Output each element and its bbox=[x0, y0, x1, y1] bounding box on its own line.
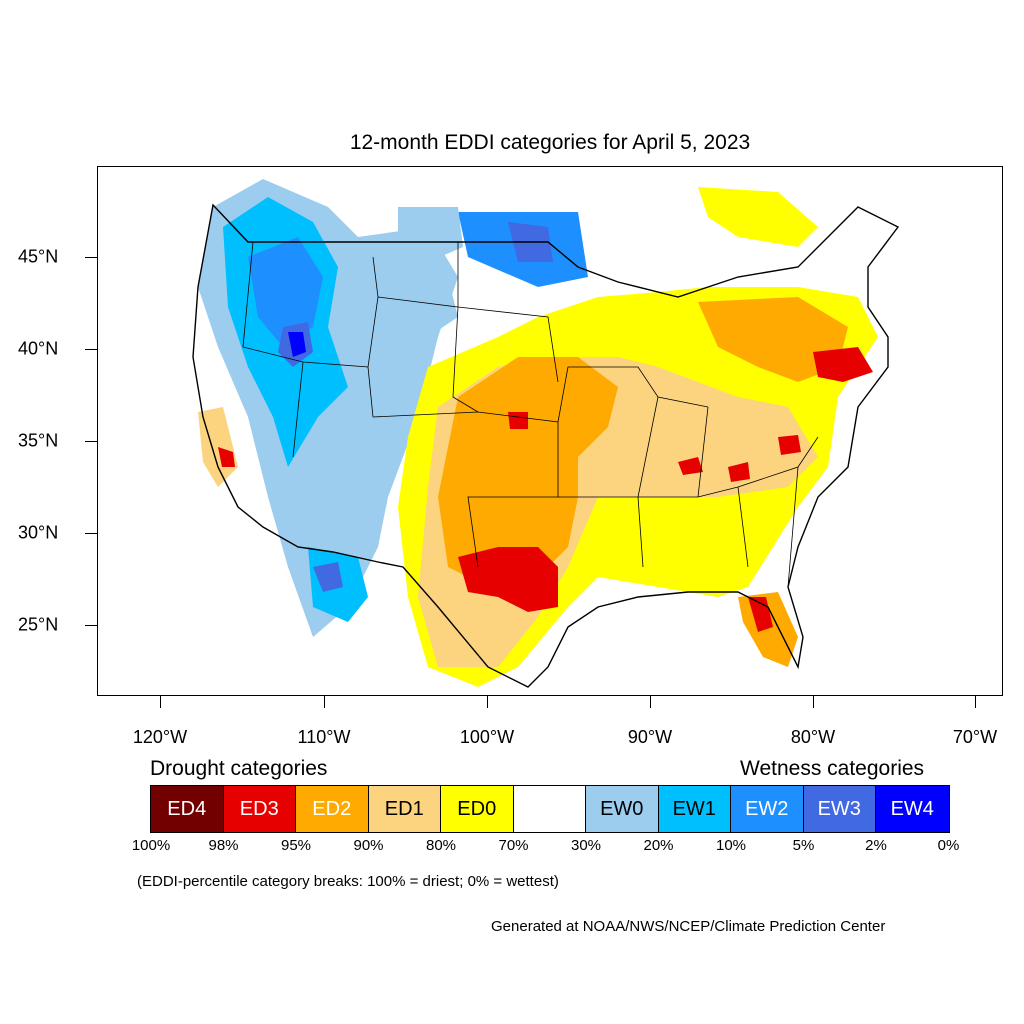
legend-cell-ew4: EW4 bbox=[876, 786, 949, 832]
legend-percentile-label: 5% bbox=[792, 837, 815, 854]
legend-cell-ed1: ED1 bbox=[368, 786, 441, 832]
legend-cell-ew1: EW1 bbox=[658, 786, 731, 832]
legend-cell-ed0: ED0 bbox=[441, 786, 514, 832]
ew0-central-region bbox=[398, 277, 458, 337]
ed3-texas-region bbox=[458, 547, 558, 612]
ew4-west-spot bbox=[288, 332, 306, 357]
map-title: 12-month EDDI categories for April 5, 20… bbox=[349, 131, 751, 154]
lon-tick-70 bbox=[975, 696, 976, 708]
legend-percentile-label: 70% bbox=[498, 837, 529, 854]
ed3-northeast-spot bbox=[813, 347, 873, 382]
lon-tick-90 bbox=[650, 696, 651, 708]
ed3-kentucky-spots bbox=[678, 435, 801, 482]
lat-label-30: 30°N bbox=[18, 522, 59, 543]
legend-percentile-label: 80% bbox=[425, 837, 457, 854]
legend-percentile-label: 100% bbox=[131, 837, 171, 854]
legend-percentile-label: 95% bbox=[280, 837, 312, 854]
legend-cell-ed2: ED2 bbox=[296, 786, 369, 832]
state-lines bbox=[242, 241, 819, 588]
lon-label-80: 80°W bbox=[790, 727, 836, 747]
legend-percentile-label: 98% bbox=[208, 837, 239, 854]
lon-label-70: 70°W bbox=[952, 727, 998, 747]
lon-tick-110 bbox=[324, 696, 325, 708]
legend-percentile-label: 10% bbox=[715, 837, 747, 854]
wetness-heading: Wetness categories bbox=[740, 757, 925, 780]
ew3-mexico-spot bbox=[313, 562, 343, 592]
legend-percentile-label: 90% bbox=[353, 837, 384, 854]
legend-cell-ed3: ED3 bbox=[223, 786, 296, 832]
lat-label-25: 25°N bbox=[18, 614, 59, 635]
lon-label-100: 100°W bbox=[459, 727, 515, 747]
lon-label-110: 110°W bbox=[297, 727, 351, 747]
ed2-central-region bbox=[438, 357, 618, 587]
category-note: (EDDI-percentile category breaks: 100% =… bbox=[137, 873, 559, 890]
lat-label-45: 45°N bbox=[18, 246, 59, 267]
lon-tick-100 bbox=[487, 696, 488, 708]
legend-percentile-label: 2% bbox=[865, 837, 887, 854]
drought-regions bbox=[198, 187, 878, 687]
map-canvas bbox=[192, 179, 900, 688]
ed3-california-spot bbox=[218, 447, 235, 467]
wetness-regions bbox=[198, 179, 588, 637]
legend-cell-ew0: EW0 bbox=[586, 786, 659, 832]
ed2-east-region bbox=[698, 297, 848, 382]
lat-tick-35 bbox=[85, 441, 97, 442]
us-outline bbox=[192, 203, 900, 688]
ew0-north-region bbox=[398, 207, 463, 262]
lat-label-35: 35°N bbox=[18, 430, 59, 451]
legend-cell-neutral bbox=[513, 786, 586, 832]
lat-tick-45 bbox=[85, 257, 97, 258]
lat-tick-25 bbox=[85, 625, 97, 626]
legend-percentile-label: 0% bbox=[937, 837, 960, 854]
legend-color-bar: ED4 ED3 ED2 ED1 ED0 EW0 EW1 EW2 EW3 EW4 bbox=[150, 785, 950, 833]
ed0-quebec-region bbox=[698, 187, 818, 247]
ew2-west-region bbox=[248, 237, 323, 347]
legend-percentile-label: 20% bbox=[643, 837, 674, 854]
legend-percentile-label: 30% bbox=[570, 837, 602, 854]
eddi-map bbox=[97, 166, 1003, 696]
credit-line: Generated at NOAA/NWS/NCEP/Climate Predi… bbox=[491, 918, 886, 935]
lat-tick-30 bbox=[85, 533, 97, 534]
ed2-florida-region bbox=[738, 592, 798, 667]
boundary-lines bbox=[192, 203, 900, 688]
lon-tick-120 bbox=[160, 696, 161, 708]
legend-cell-ed4: ED4 bbox=[151, 786, 224, 832]
lon-label-90: 90°W bbox=[627, 727, 673, 747]
ed3-kansas-spot bbox=[508, 412, 528, 429]
lon-tick-80 bbox=[813, 696, 814, 708]
lat-tick-40 bbox=[85, 349, 97, 350]
lat-label-40: 40°N bbox=[18, 338, 59, 359]
lon-label-120: 120°W bbox=[132, 727, 188, 747]
legend-cell-ew2: EW2 bbox=[731, 786, 804, 832]
legend-cell-ew3: EW3 bbox=[803, 786, 876, 832]
drought-heading: Drought categories bbox=[150, 757, 328, 780]
